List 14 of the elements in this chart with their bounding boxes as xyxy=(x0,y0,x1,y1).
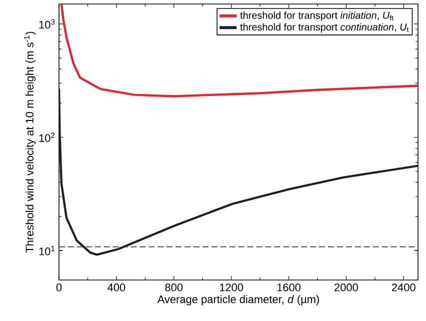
legend-label: threshold for transport initiation, U$_{ft}$ xyxy=(240,12,394,21)
y-tick-label: 10$^{2}$ xyxy=(39,132,55,142)
x-tick-label: 2000 xyxy=(334,284,358,292)
x-tick-label: 0 xyxy=(56,284,62,292)
y-axis-title: Threshold wind velocity at 10 m height (m s$^{-1}$) xyxy=(24,32,36,253)
x-tick-label: 1600 xyxy=(277,284,301,292)
x-tick-label: 800 xyxy=(165,284,183,292)
y-tick-label: 10$^{1}$ xyxy=(39,246,55,256)
x-axis-title: Average particle diameter, d (µm) xyxy=(157,295,319,306)
x-tick-label: 2400 xyxy=(392,284,416,292)
x-tick-label: 400 xyxy=(108,284,126,292)
legend-label: threshold for transport continuation, U$_{t}$ xyxy=(240,23,409,33)
y-tick-label: 10$^{3}$ xyxy=(39,19,55,29)
x-tick-label: 1200 xyxy=(220,284,244,292)
